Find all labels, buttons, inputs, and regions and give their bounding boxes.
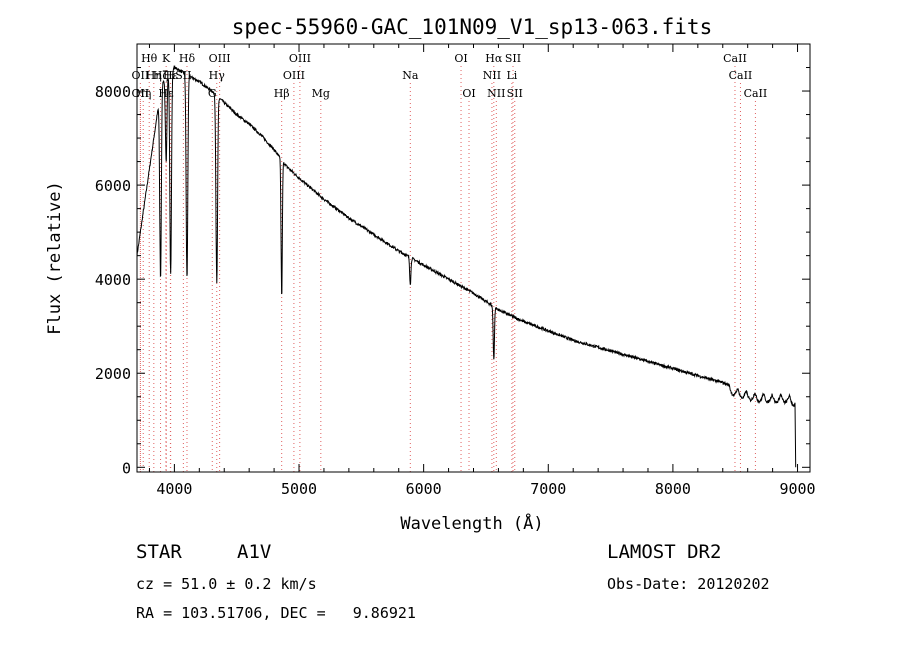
y-tick-label: 4000 xyxy=(95,271,131,289)
line-marker-label: Mg xyxy=(312,87,330,100)
line-marker-label: OIII xyxy=(289,52,311,65)
line-marker-label: NII xyxy=(487,87,505,100)
line-marker-label: Hζ xyxy=(153,69,169,82)
x-tick-label: 6000 xyxy=(406,480,442,498)
line-marker-label: Hγ xyxy=(209,69,226,82)
coordinates: RA = 103.51706, DEC = 9.86921 xyxy=(136,604,416,622)
line-marker-label: CaII xyxy=(729,69,753,82)
x-tick-label: 5000 xyxy=(281,480,317,498)
line-marker-label: Li xyxy=(506,69,517,82)
line-marker-label: OIII xyxy=(283,69,305,82)
line-marker-label: NII xyxy=(483,69,501,82)
x-tick-label: 9000 xyxy=(779,480,815,498)
line-marker-label: Hη xyxy=(146,69,162,82)
spectrum-series xyxy=(136,64,797,468)
y-tick-label: 2000 xyxy=(95,365,131,383)
line-marker-label: OII xyxy=(132,69,150,82)
line-marker-label: Na xyxy=(402,69,419,82)
line-marker-label: SII xyxy=(507,87,523,100)
y-tick-label: 6000 xyxy=(95,177,131,195)
line-marker-label: Hε xyxy=(158,87,174,100)
x-axis-label: Wavelength (Å) xyxy=(400,512,543,534)
line-marker-label: OIII xyxy=(209,52,231,65)
line-marker-label: Hδ xyxy=(179,52,196,65)
y-axis-label: Flux (relative) xyxy=(45,181,65,335)
line-marker-label: Hα xyxy=(485,52,503,65)
line-marker-label: K xyxy=(162,52,171,65)
observation-date: Obs-Date: 20120202 xyxy=(607,575,770,593)
spectrum-line xyxy=(136,64,797,468)
x-tick-label: 7000 xyxy=(530,480,566,498)
line-marker-label: Hβ xyxy=(274,87,290,100)
survey-name: LAMOST DR2 xyxy=(607,541,722,563)
x-tick-label: 4000 xyxy=(156,480,192,498)
line-marker-label: Hθ xyxy=(141,52,158,65)
line-marker-label: OI xyxy=(454,52,467,65)
line-marker-label: Hη xyxy=(135,87,151,100)
x-tick-label: 8000 xyxy=(655,480,691,498)
chart-title: spec-55960-GAC_101N09_V1_sp13-063.fits xyxy=(232,15,712,39)
line-marker-label: CaII xyxy=(744,87,768,100)
cz-velocity: cz = 51.0 ± 0.2 km/s xyxy=(136,575,317,593)
line-marker-label: OII xyxy=(132,87,150,100)
plot-frame xyxy=(136,43,811,473)
line-marker-label: CaII xyxy=(723,52,747,65)
object-class: STAR xyxy=(136,541,182,563)
axis-ticks: 4000 5000 6000 7000 8000 9000 0 2000 4000 6000 800… xyxy=(95,44,816,498)
line-marker-label: G xyxy=(208,87,217,100)
line-marker-label: H xyxy=(166,69,176,82)
line-marker-label: Hε xyxy=(163,69,179,82)
y-tick-label: 0 xyxy=(122,459,131,477)
line-marker-label: OI xyxy=(462,87,475,100)
object-subclass: A1V xyxy=(237,541,272,563)
y-tick-label: 8000 xyxy=(95,83,131,101)
line-marker-label: SII xyxy=(505,52,521,65)
